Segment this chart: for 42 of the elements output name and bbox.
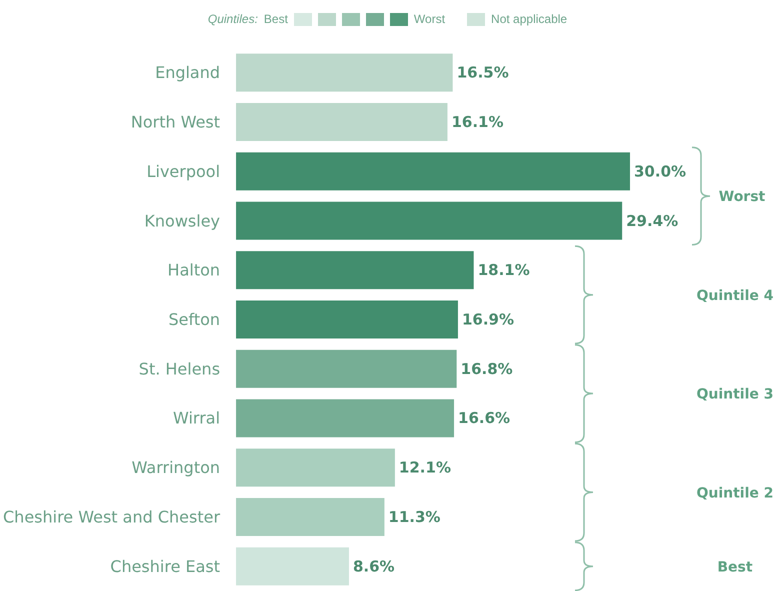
data-label: 16.5% [456, 64, 509, 82]
bar [236, 350, 457, 388]
y-tick-label: Warrington [132, 458, 220, 478]
y-tick-label: England [155, 63, 220, 82]
data-label: 16.8% [460, 360, 513, 378]
data-label: 30.0% [634, 162, 686, 180]
data-label: 29.4% [626, 212, 678, 230]
y-tick-label: Halton [168, 260, 220, 280]
text: Not applicable [491, 12, 568, 26]
bar [236, 54, 453, 92]
y-tick-label: Sefton [168, 310, 220, 329]
y-tick-label: St. Helens [138, 359, 220, 378]
data-label: 18.1% [478, 261, 530, 280]
text: Quintile 3 [696, 386, 774, 403]
bar [236, 448, 395, 487]
data-label: 16.6% [458, 409, 510, 428]
text: Worst [414, 12, 446, 26]
text: Best [264, 12, 288, 26]
bar [236, 300, 458, 338]
text: Best [717, 559, 753, 576]
data-label: 16.1% [451, 113, 504, 132]
data-label: 16.9% [462, 310, 514, 328]
y-tick-label: Wirral [172, 408, 220, 428]
bar [236, 103, 448, 142]
data-label: 11.3% [388, 508, 440, 526]
legend-title: Quintiles: [208, 12, 258, 26]
y-tick-label: Cheshire East [110, 556, 220, 576]
y-tick-label: Knowsley [144, 211, 220, 230]
bar [236, 547, 349, 586]
bar [236, 498, 384, 536]
text: Quintile 4 [696, 288, 774, 304]
bar [236, 152, 630, 190]
y-tick-label: Liverpool [146, 162, 220, 181]
text: Worst [718, 189, 766, 206]
data-label: 8.6% [352, 557, 395, 576]
text: Quintile 2 [696, 485, 774, 502]
y-tick-label: North West [130, 112, 220, 132]
bar [236, 251, 474, 290]
data-label: 12.1% [398, 458, 451, 477]
y-tick-label: Cheshire West and Chester [3, 507, 220, 526]
bar [236, 399, 454, 438]
bar [236, 202, 622, 240]
